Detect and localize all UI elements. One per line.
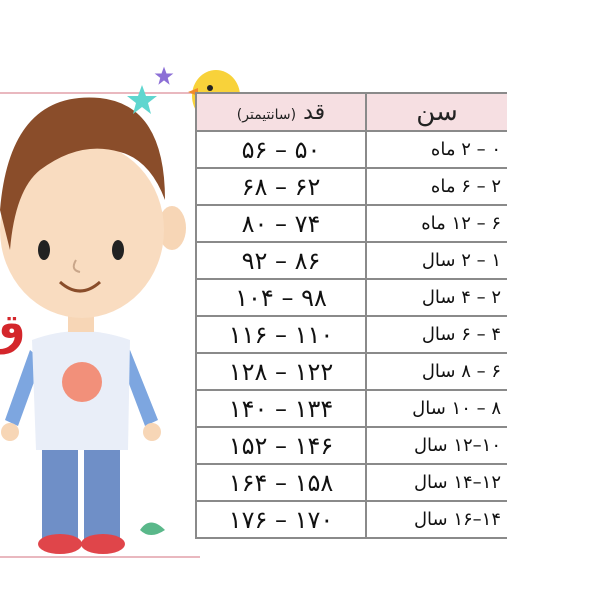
star-icon <box>127 85 157 114</box>
age-cell: ۸ – ۱۰ سال <box>365 389 507 428</box>
table-header-row: سن قد (سانتیمتر) <box>195 92 507 132</box>
header-height-unit: (سانتیمتر) <box>236 106 297 123</box>
age-cell: ۰ – ۲ ماه <box>365 130 507 169</box>
age-cell: ۱۴–۱۶ سال <box>365 500 507 539</box>
age-cell: ۱ – ۲ سال <box>365 241 507 280</box>
height-cell: ۱۷۰ – ۱۷۶ <box>195 500 367 539</box>
table-row: ۲ – ۴ سال ۹۸ – ۱۰۴ <box>195 278 507 317</box>
table-row: ۰ – ۲ ماه ۵۰ – ۵۶ <box>195 130 507 169</box>
age-cell: ۴ – ۶ سال <box>365 315 507 354</box>
height-cell: ۷۴ – ۸۰ <box>195 204 367 243</box>
table-row: ۶ – ۸ سال ۱۲۲ – ۱۲۸ <box>195 352 507 391</box>
age-cell: ۲ – ۶ ماه <box>365 167 507 206</box>
illustration-frame <box>0 92 200 558</box>
table-row: ۶ – ۱۲ ماه ۷۴ – ۸۰ <box>195 204 507 243</box>
table-row: ۲ – ۶ ماه ۶۲ – ۶۸ <box>195 167 507 206</box>
age-cell: ۱۰–۱۲ سال <box>365 426 507 465</box>
size-chart-table: سن قد (سانتیمتر) ۰ – ۲ ماه ۵۰ – ۵۶ ۲ – ۶ م… <box>195 92 507 539</box>
height-cell: ۱۱۰ – ۱۱۶ <box>195 315 367 354</box>
height-cell: ۶۲ – ۶۸ <box>195 167 367 206</box>
table-row: ۱۰–۱۲ سال ۱۴۶ – ۱۵۲ <box>195 426 507 465</box>
age-cell: ۶ – ۸ سال <box>365 352 507 391</box>
header-height-label: قد <box>303 99 326 125</box>
height-cell: ۸۶ – ۹۲ <box>195 241 367 280</box>
height-cell: ۱۴۶ – ۱۵۲ <box>195 426 367 465</box>
age-cell: ۱۲–۱۴ سال <box>365 463 507 502</box>
header-age: سن <box>365 92 507 132</box>
star-icon <box>154 66 174 85</box>
height-cell: ۱۳۴ – ۱۴۰ <box>195 389 367 428</box>
height-cell: ۹۸ – ۱۰۴ <box>195 278 367 317</box>
height-cell: ۵۰ – ۵۶ <box>195 130 367 169</box>
table-row: ۱۲–۱۴ سال ۱۵۸ – ۱۶۴ <box>195 463 507 502</box>
side-title: ق <box>0 305 26 356</box>
age-cell: ۲ – ۴ سال <box>365 278 507 317</box>
header-height: قد (سانتیمتر) <box>195 92 367 132</box>
table-row: ۱۴–۱۶ سال ۱۷۰ – ۱۷۶ <box>195 500 507 539</box>
table-row: ۴ – ۶ سال ۱۱۰ – ۱۱۶ <box>195 315 507 354</box>
age-cell: ۶ – ۱۲ ماه <box>365 204 507 243</box>
height-cell: ۱۲۲ – ۱۲۸ <box>195 352 367 391</box>
table-row: ۸ – ۱۰ سال ۱۳۴ – ۱۴۰ <box>195 389 507 428</box>
table-row: ۱ – ۲ سال ۸۶ – ۹۲ <box>195 241 507 280</box>
boy-illustration <box>0 97 186 554</box>
height-cell: ۱۵۸ – ۱۶۴ <box>195 463 367 502</box>
